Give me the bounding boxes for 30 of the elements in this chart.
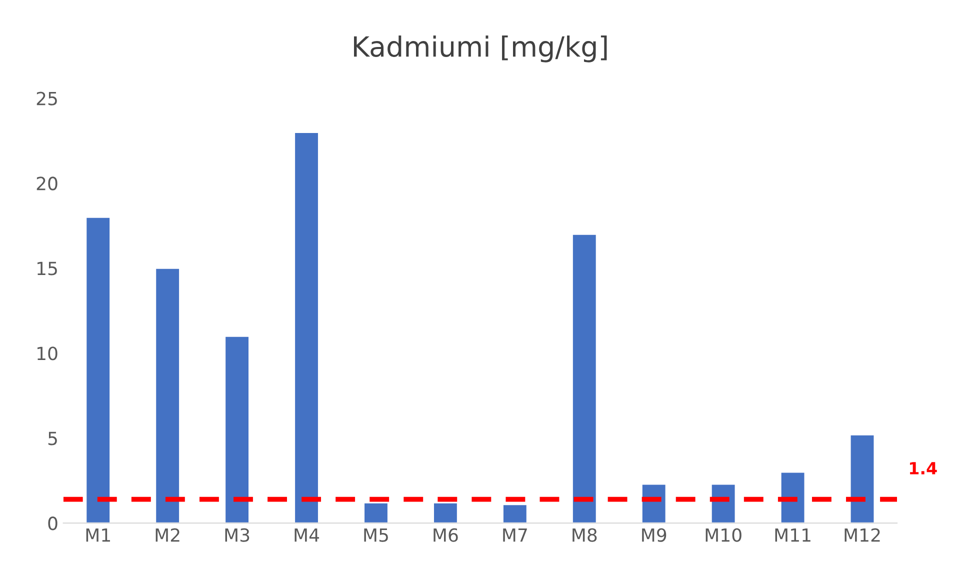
bar	[502, 504, 528, 524]
x-tick-label: M1	[86, 528, 110, 542]
bar	[224, 335, 250, 524]
y-tick-label: 20	[36, 176, 58, 190]
x-tick-label: M11	[775, 528, 810, 542]
x-tick-label: M2	[156, 528, 180, 542]
x-tick-label: M12	[844, 528, 880, 542]
y-tick-label: 25	[36, 92, 57, 106]
ref-line-label: 1.4	[910, 462, 937, 474]
chart-title: Kadmiumi [mg/kg]	[354, 35, 607, 62]
y-tick-label: 5	[48, 432, 57, 446]
x-tick-label: M7	[503, 528, 527, 542]
bar	[294, 132, 320, 524]
y-tick-label: 0	[48, 516, 58, 530]
x-tick-label: M9	[642, 528, 666, 542]
bar	[363, 502, 389, 524]
x-tick-label: M10	[706, 528, 742, 542]
bar	[432, 502, 458, 524]
x-tick-label: M8	[572, 528, 597, 542]
bar	[154, 267, 180, 524]
x-tick-label: M4	[294, 528, 320, 542]
x-tick-label: M3	[225, 528, 250, 542]
bar	[572, 234, 598, 524]
bar	[849, 434, 876, 524]
x-tick-label: M5	[364, 528, 388, 542]
y-tick-label: 10	[38, 346, 58, 360]
x-tick-label: M6	[434, 528, 458, 542]
y-tick-label: 15	[38, 262, 57, 276]
bar	[780, 471, 806, 524]
bar	[85, 216, 111, 524]
